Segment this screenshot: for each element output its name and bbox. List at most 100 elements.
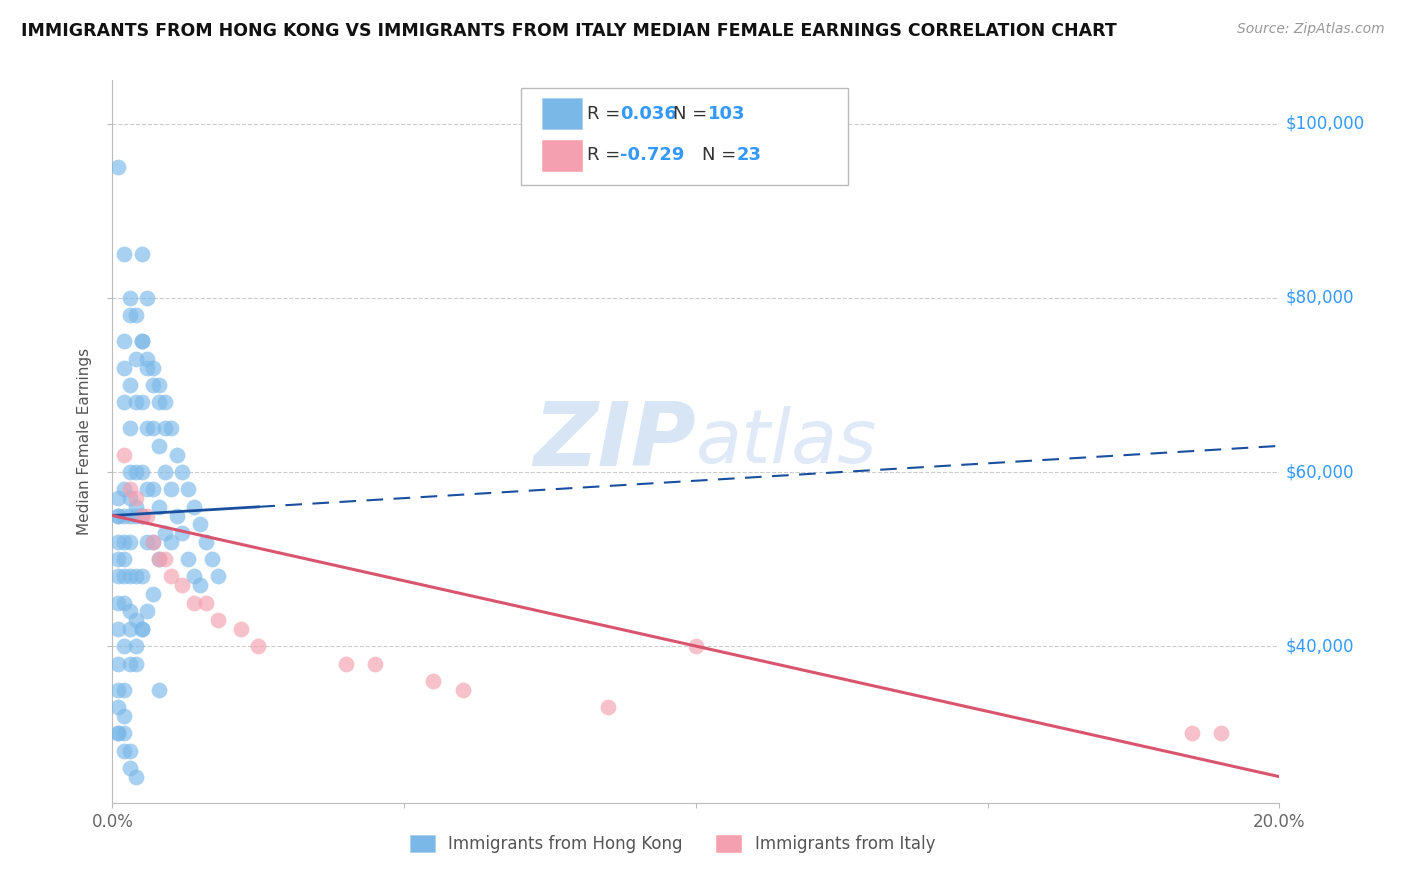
Point	[107, 161, 129, 175]
Legend: Immigrants from Hong Kong, Immigrants from Italy: Immigrants from Hong Kong, Immigrants fr…	[404, 828, 942, 860]
Text: atlas: atlas	[696, 406, 877, 477]
Point	[142, 483, 165, 497]
Point	[136, 508, 159, 523]
Point	[153, 465, 176, 479]
Point	[201, 552, 224, 566]
Point	[107, 622, 129, 636]
Point	[112, 596, 135, 610]
Text: -0.729: -0.729	[620, 146, 685, 164]
Point	[125, 395, 148, 409]
Point	[183, 596, 205, 610]
Point	[142, 534, 165, 549]
Point	[422, 673, 444, 688]
Point	[153, 395, 176, 409]
Point	[335, 657, 357, 671]
Point	[125, 508, 148, 523]
Point	[112, 743, 135, 757]
Point	[112, 334, 135, 349]
Text: $40,000: $40,000	[1285, 637, 1354, 655]
Point	[142, 378, 165, 392]
Point	[160, 569, 183, 583]
Point	[118, 421, 141, 435]
Point	[598, 700, 620, 714]
Point	[136, 421, 159, 435]
Text: $60,000: $60,000	[1285, 463, 1354, 481]
Point	[112, 247, 135, 261]
Point	[125, 465, 148, 479]
Point	[177, 483, 200, 497]
Point	[136, 360, 159, 375]
Point	[112, 552, 135, 566]
Point	[125, 770, 148, 784]
Point	[148, 552, 170, 566]
Point	[172, 465, 194, 479]
Point	[118, 622, 141, 636]
Point	[142, 587, 165, 601]
Text: N =: N =	[702, 146, 742, 164]
Point	[188, 578, 211, 592]
Point	[125, 657, 148, 671]
Point	[107, 569, 129, 583]
FancyBboxPatch shape	[541, 98, 582, 128]
Point	[136, 291, 159, 305]
Point	[107, 700, 129, 714]
Point	[112, 395, 135, 409]
Point	[136, 483, 159, 497]
Point	[153, 552, 176, 566]
Point	[118, 491, 141, 505]
Point	[125, 308, 148, 322]
Point	[131, 508, 153, 523]
Point	[125, 500, 148, 514]
Point	[125, 639, 148, 653]
Point	[118, 657, 141, 671]
Point	[131, 334, 153, 349]
Point	[118, 291, 141, 305]
Point	[131, 622, 153, 636]
Point	[451, 682, 474, 697]
Point	[207, 613, 229, 627]
Point	[118, 761, 141, 775]
Point	[194, 534, 217, 549]
Point	[112, 508, 135, 523]
Point	[118, 569, 141, 583]
Point	[172, 525, 194, 540]
Point	[125, 491, 148, 505]
Point	[107, 657, 129, 671]
Point	[229, 622, 252, 636]
Point	[107, 726, 129, 740]
Point	[107, 534, 129, 549]
Text: $80,000: $80,000	[1285, 289, 1354, 307]
Point	[107, 682, 129, 697]
Point	[118, 534, 141, 549]
Point	[160, 534, 183, 549]
Text: 23: 23	[737, 146, 762, 164]
Text: 103: 103	[707, 104, 745, 122]
Point	[142, 421, 165, 435]
Point	[131, 508, 153, 523]
Point	[125, 569, 148, 583]
Point	[112, 708, 135, 723]
Point	[118, 483, 141, 497]
Point	[136, 604, 159, 618]
Point	[194, 596, 217, 610]
Point	[112, 483, 135, 497]
Point	[153, 525, 176, 540]
Point	[148, 378, 170, 392]
Point	[166, 508, 188, 523]
Point	[131, 395, 153, 409]
Point	[107, 491, 129, 505]
Point	[148, 552, 170, 566]
Point	[142, 534, 165, 549]
Point	[118, 465, 141, 479]
Point	[131, 465, 153, 479]
Point	[1181, 726, 1204, 740]
Text: Source: ZipAtlas.com: Source: ZipAtlas.com	[1237, 22, 1385, 37]
Point	[160, 483, 183, 497]
Point	[107, 726, 129, 740]
Point	[118, 743, 141, 757]
Point	[136, 351, 159, 366]
Text: R =: R =	[588, 104, 627, 122]
Text: 0.036: 0.036	[620, 104, 678, 122]
Point	[131, 247, 153, 261]
Point	[112, 682, 135, 697]
